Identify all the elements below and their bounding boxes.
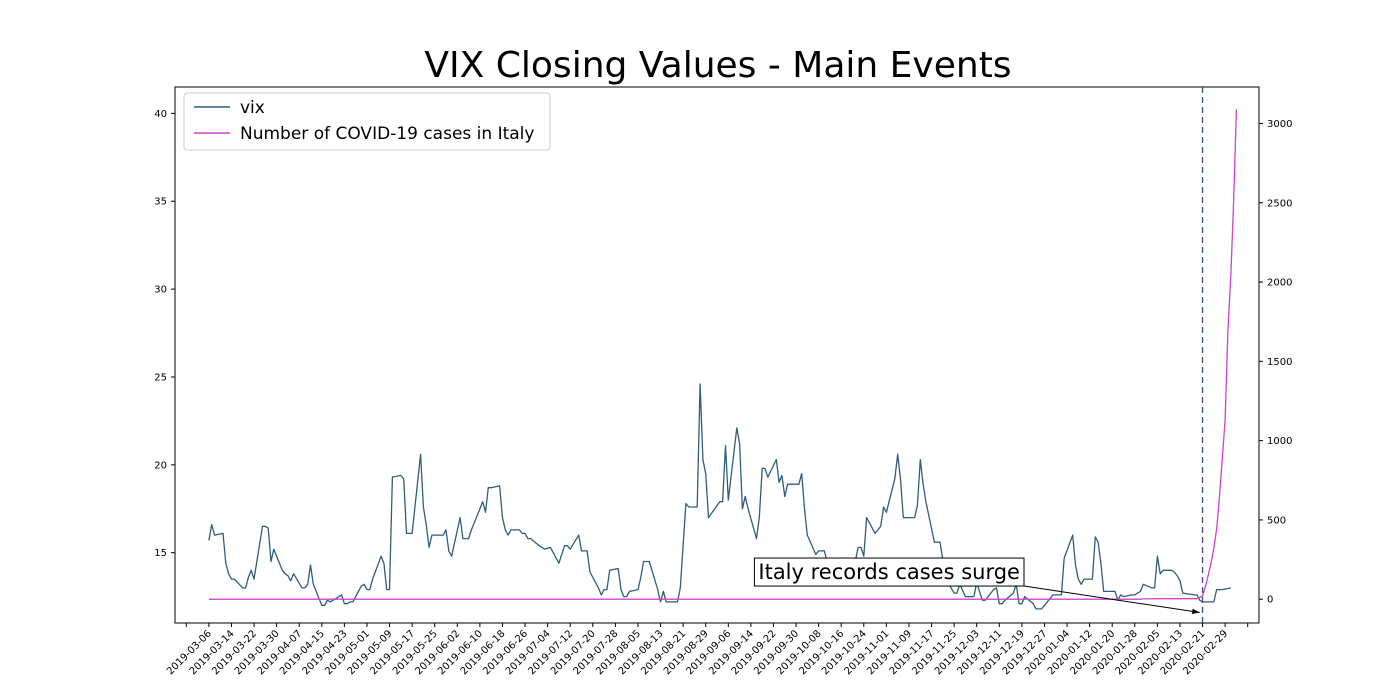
- annotation-text: Italy records cases surge: [758, 560, 1020, 584]
- left-y-tick-label: 35: [154, 197, 167, 208]
- annotation-arrow: [1023, 585, 1200, 613]
- left-y-tick-label: 30: [154, 285, 167, 296]
- series-layer: [208, 87, 1238, 623]
- plot-area: [174, 86, 1260, 624]
- right-y-tick-label: 2000: [1267, 278, 1292, 289]
- covid-cases-line: [208, 109, 1238, 600]
- legend-box: [183, 92, 551, 151]
- right-y-tick-label: 3000: [1267, 119, 1292, 130]
- annotation-box: [753, 557, 1025, 587]
- legend: vix Number of COVID-19 cases in Italy: [183, 92, 551, 151]
- left-y-tick-label: 40: [154, 109, 167, 120]
- left-y-tick-label: 20: [154, 460, 167, 471]
- right-y-tick-label: 1000: [1267, 436, 1292, 447]
- axes-frame: [174, 86, 1260, 624]
- legend-label-covid: Number of COVID-19 cases in Italy: [240, 124, 534, 144]
- left-y-tick-label: 15: [154, 548, 167, 559]
- left-y-tick-label: 25: [154, 372, 167, 383]
- right-y-tick-label: 500: [1267, 515, 1286, 526]
- annotation-layer: Italy records cases surge: [753, 557, 1200, 615]
- right-y-tick-label: 1500: [1267, 357, 1292, 368]
- right-y-tick-label: 0: [1267, 595, 1273, 606]
- annotation-arrowhead: [1191, 608, 1200, 615]
- right-y-tick-label: 2500: [1267, 198, 1292, 209]
- chart-title: VIX Closing Values - Main Events: [424, 45, 1011, 86]
- left-y-axis: 15 20 25 30 35 40: [154, 109, 175, 559]
- right-y-axis: 0 500 1000 1500 2000 2500 3000: [1259, 119, 1292, 606]
- vix-line: [208, 383, 1231, 610]
- legend-label-vix: vix: [240, 98, 265, 118]
- x-axis: 2019-03-062019-03-142019-03-222019-03-30…: [165, 623, 1249, 677]
